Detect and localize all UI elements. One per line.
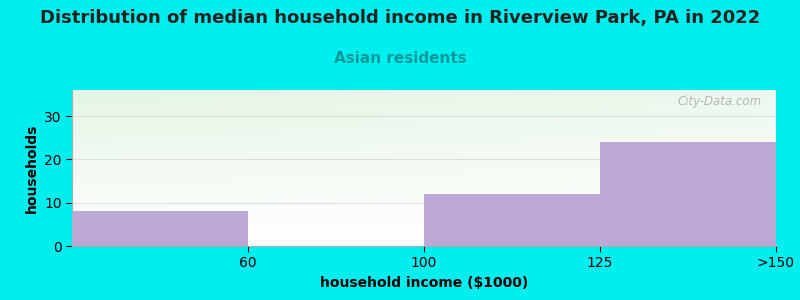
Bar <box>72 211 248 246</box>
X-axis label: household income ($1000): household income ($1000) <box>320 276 528 290</box>
Bar <box>424 194 600 246</box>
Text: Distribution of median household income in Riverview Park, PA in 2022: Distribution of median household income … <box>40 9 760 27</box>
Text: Asian residents: Asian residents <box>334 51 466 66</box>
Y-axis label: households: households <box>25 123 38 213</box>
Bar <box>600 142 776 246</box>
Text: City-Data.com: City-Data.com <box>678 95 762 108</box>
